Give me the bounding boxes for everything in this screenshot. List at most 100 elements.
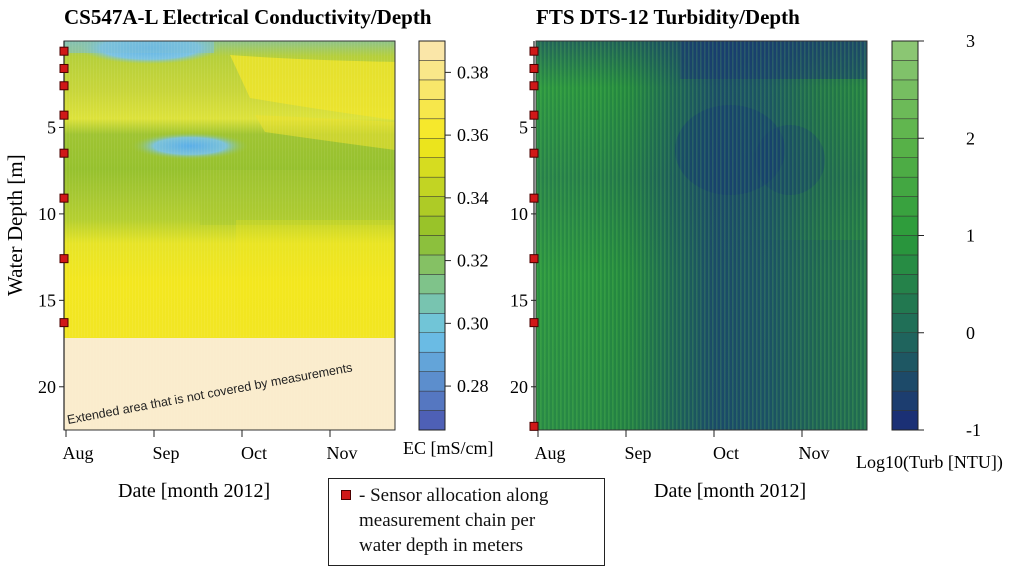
colorbar-frame (418, 40, 446, 431)
colorbar-tick-label: 0.38 (457, 62, 489, 82)
colorbar-tick-label: 0 (966, 323, 975, 343)
colorbar-step (891, 235, 919, 256)
ec-y-axis: 5 10 15 20 (38, 117, 64, 397)
turb-xlabel: Date [month 2012] (654, 480, 806, 502)
turb-colorbar-label: Log10(Turb [NTU]) (856, 452, 1003, 473)
sensor-marker (529, 421, 539, 431)
sensor-marker (59, 81, 69, 91)
colorbar-step (418, 215, 446, 236)
sensor-legend-text: - Sensor allocation along measurement ch… (359, 483, 603, 558)
y-tick-label: 20 (38, 377, 56, 397)
colorbar-step (891, 293, 919, 314)
colorbar-step (891, 79, 919, 100)
sensor-marker (529, 148, 539, 158)
colorbar-step (418, 254, 446, 275)
colorbar-step (891, 410, 919, 431)
sensor-marker (529, 254, 539, 264)
ec-ylabel: Water Depth [m] (3, 154, 27, 296)
sensor-marker (529, 81, 539, 91)
colorbar-step (418, 99, 446, 120)
colorbar-tick-label: 0.32 (457, 251, 489, 271)
colorbar-step (891, 351, 919, 372)
turb-heatmap (536, 41, 867, 430)
sensor-marker (529, 110, 539, 120)
colorbar-step (891, 40, 919, 61)
colorbar-step (418, 410, 446, 431)
ec-xlabel: Date [month 2012] (118, 480, 270, 502)
colorbar-tick-label: 0.36 (457, 125, 489, 145)
turb-title: FTS DTS-12 Turbidity/Depth (536, 5, 800, 29)
colorbar-tick-label: 0.34 (457, 188, 489, 208)
x-tick-label: Aug (535, 443, 566, 463)
colorbar-step (418, 60, 446, 81)
colorbar-step (891, 157, 919, 178)
turb-colorbar: -1 0 1 2 3 (891, 31, 981, 440)
sensor-marker-icon (341, 490, 351, 500)
colorbar-tick-label: 3 (966, 31, 975, 51)
sensor-legend: - Sensor allocation along measurement ch… (328, 478, 605, 566)
x-tick-label: Aug (63, 443, 94, 463)
turb-x-axis: Aug Sep Oct Nov (535, 430, 830, 463)
y-tick-label: 5 (519, 117, 528, 137)
colorbar-step (891, 390, 919, 411)
legend-line: - Sensor allocation along (359, 485, 549, 506)
colorbar-step (891, 138, 919, 158)
x-tick-label: Nov (327, 443, 358, 463)
turb-y-axis: 5 10 15 20 (510, 117, 536, 397)
sensor-marker (529, 193, 539, 203)
ec-x-axis: Aug Sep Oct Nov (63, 430, 358, 463)
colorbar-step (891, 274, 919, 295)
colorbar-step (891, 254, 919, 275)
colorbar-step (891, 215, 919, 236)
colorbar-step (418, 196, 446, 217)
colorbar-tick-label: 1 (966, 226, 975, 246)
colorbar-step (418, 40, 446, 61)
legend-line: water depth in meters (359, 535, 524, 556)
colorbar-tick-label: 2 (966, 128, 975, 148)
colorbar-step (418, 293, 446, 314)
y-tick-label: 15 (38, 290, 56, 310)
colorbar-step (418, 157, 446, 178)
colorbar-step (418, 79, 446, 100)
sensor-marker (59, 193, 69, 203)
x-tick-label: Oct (241, 443, 267, 463)
colorbar-step (891, 332, 919, 353)
colorbar-step (891, 99, 919, 120)
y-tick-label: 20 (510, 377, 528, 397)
sensor-marker (529, 318, 539, 328)
colorbar-step (891, 176, 919, 197)
colorbar-step (891, 60, 919, 81)
y-tick-label: 15 (510, 290, 528, 310)
colorbar-step (418, 390, 446, 411)
x-tick-label: Sep (153, 443, 180, 463)
sensor-marker (59, 46, 69, 56)
colorbar-step (418, 351, 446, 372)
sensor-marker (59, 63, 69, 73)
y-tick-label: 10 (38, 204, 56, 224)
colorbar-step (418, 235, 446, 256)
ec-colorbar-label: EC [mS/cm] (403, 438, 494, 458)
colorbar-step (418, 138, 446, 158)
ec-sensor-markers (59, 41, 69, 430)
sensor-marker (59, 318, 69, 328)
sensor-marker (59, 148, 69, 158)
ec-colorbar: 0.28 0.30 0.32 0.34 0.36 0.38 (418, 40, 489, 431)
colorbar-step (891, 371, 919, 392)
x-tick-label: Sep (625, 443, 652, 463)
y-tick-label: 5 (47, 117, 56, 137)
colorbar-step (891, 118, 919, 139)
x-tick-label: Oct (713, 443, 739, 463)
sensor-marker (59, 254, 69, 264)
sensor-marker (529, 63, 539, 73)
colorbar-tick-label: 0.30 (457, 313, 489, 333)
legend-line: measurement chain per (359, 510, 536, 531)
sensor-marker (529, 46, 539, 56)
colorbar-step (891, 313, 919, 333)
ec-title: CS547A-L Electrical Conductivity/Depth (64, 5, 432, 29)
turb-sensor-markers (529, 41, 539, 431)
y-tick-label: 10 (510, 204, 528, 224)
colorbar-step (418, 313, 446, 333)
colorbar-step (418, 332, 446, 353)
x-tick-label: Nov (799, 443, 830, 463)
